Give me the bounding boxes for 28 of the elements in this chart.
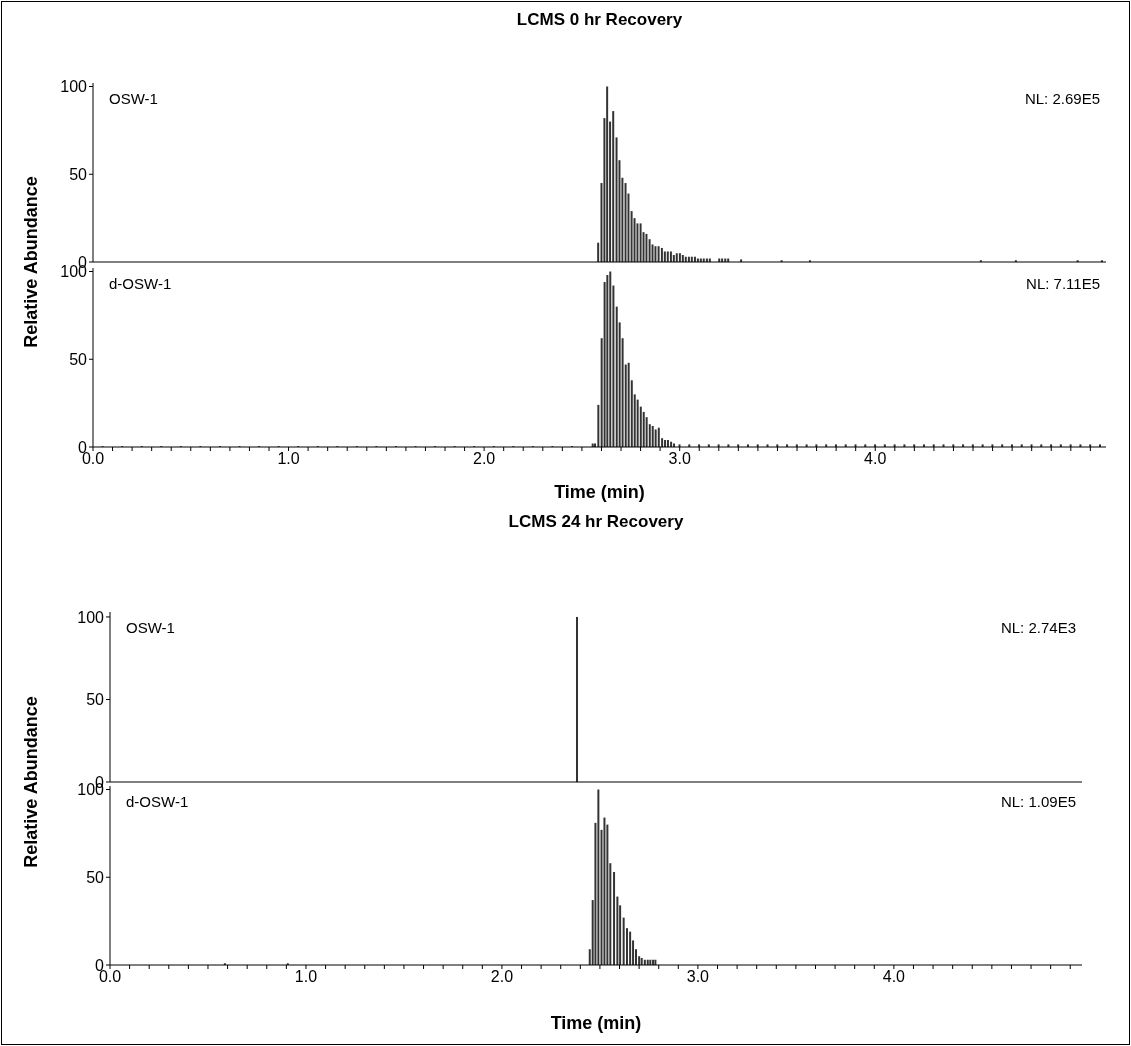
chart-title: LCMS 0 hr Recovery bbox=[515, 10, 684, 30]
annotation: d-OSW-1 bbox=[126, 793, 189, 810]
annotation: NL: 7.11E5 bbox=[1026, 275, 1100, 292]
annotation: d-OSW-1 bbox=[109, 275, 172, 292]
y-tick-label: 50 bbox=[69, 350, 88, 368]
annotation: OSW-1 bbox=[109, 90, 158, 107]
annotation: NL: 2.69E5 bbox=[1024, 90, 1100, 107]
y-axis-title: Relative Abundance bbox=[20, 176, 42, 348]
x-axis-title: Time (min) bbox=[553, 482, 646, 503]
y-axis-title: Relative Abundance bbox=[20, 696, 42, 868]
x-tick-label: 1.0 bbox=[294, 968, 318, 986]
x-tick-label: 2.0 bbox=[472, 450, 496, 468]
x-tick-label: 4.0 bbox=[864, 450, 887, 468]
y-tick-label: 100 bbox=[77, 608, 105, 626]
x-tick-label: 1.0 bbox=[277, 450, 300, 468]
x-tick-label: 4.0 bbox=[882, 968, 906, 986]
annotation: NL: 2.74E3 bbox=[1000, 619, 1076, 636]
y-tick-label: 100 bbox=[60, 78, 88, 96]
x-axis-title: Time (min) bbox=[549, 1013, 643, 1034]
y-tick-label: 50 bbox=[69, 165, 88, 183]
chart-title: LCMS 24 hr Recovery bbox=[507, 512, 685, 532]
x-tick-label: 3.0 bbox=[686, 968, 710, 986]
annotation: OSW-1 bbox=[126, 619, 175, 636]
x-tick-label: 2.0 bbox=[490, 968, 514, 986]
y-tick-label: 50 bbox=[86, 691, 105, 709]
annotation: NL: 1.09E5 bbox=[1000, 793, 1076, 810]
y-tick-label: 50 bbox=[86, 868, 105, 886]
x-tick-label: 3.0 bbox=[668, 450, 691, 468]
